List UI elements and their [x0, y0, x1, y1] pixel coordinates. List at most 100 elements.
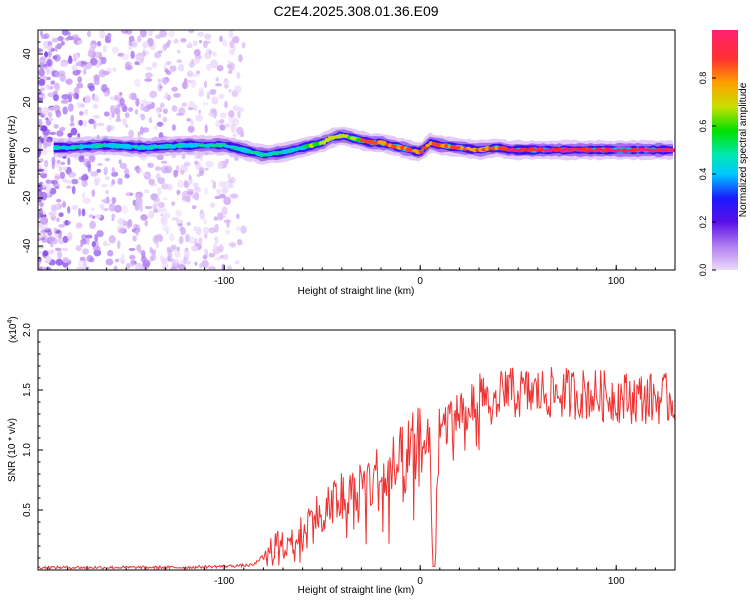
noise-speckle [71, 178, 79, 185]
noise-speckle [166, 60, 172, 66]
noise-speckle [67, 231, 73, 241]
colorbar: 0.0 0.2 0.4 0.6 0.8 Normalized spectral ampl… [698, 30, 749, 276]
noise-speckle [46, 188, 50, 197]
noise-speckle [89, 220, 96, 229]
noise-speckle [218, 64, 223, 70]
noise-speckle [221, 186, 229, 194]
noise-speckle [53, 94, 59, 102]
noise-speckle [69, 122, 75, 127]
noise-speckle [52, 55, 58, 60]
noise-speckle [199, 211, 206, 220]
noise-speckle [53, 124, 59, 129]
noise-speckle [81, 179, 88, 188]
noise-speckle [229, 40, 235, 49]
noise-speckle [193, 104, 198, 112]
noise-speckle [153, 125, 158, 131]
noise-speckle [223, 80, 230, 85]
noise-speckle [134, 109, 139, 115]
noise-speckle [131, 39, 138, 48]
noise-speckle [111, 196, 117, 204]
noise-speckle [136, 244, 142, 252]
snr-axes: -100 0 100 0.5 1.0 1.5 2.0 [22, 323, 676, 587]
noise-speckle [62, 106, 68, 115]
noise-speckle [45, 117, 49, 121]
noise-speckle [160, 254, 164, 261]
noise-speckle [218, 193, 226, 199]
noise-speckle [124, 168, 130, 175]
ridge-peak [80, 145, 85, 148]
noise-speckle [62, 166, 68, 171]
noise-speckle [99, 30, 106, 39]
noise-speckle [88, 118, 95, 125]
noise-speckle [115, 118, 122, 123]
snr-xtick-label: 0 [417, 576, 423, 587]
noise-speckle [38, 94, 43, 98]
noise-speckle [62, 257, 69, 264]
noise-speckle [208, 227, 216, 234]
noise-speckle [157, 50, 163, 54]
colorbar-tick-label: 0.8 [698, 72, 708, 85]
noise-speckle [62, 178, 68, 183]
noise-speckle [87, 49, 94, 58]
noise-speckle [112, 67, 117, 72]
noise-speckle [186, 188, 195, 195]
noise-speckle [46, 69, 50, 75]
noise-speckle [47, 249, 55, 255]
noise-speckle [219, 124, 226, 131]
noise-speckle [103, 166, 108, 176]
noise-speckle [163, 197, 168, 201]
noise-speckle [121, 53, 130, 60]
noise-speckle [145, 50, 149, 55]
noise-speckle [154, 201, 159, 206]
noise-speckle [86, 255, 94, 263]
noise-speckle [64, 219, 69, 226]
noise-speckle [79, 111, 84, 116]
noise-speckle [104, 243, 111, 247]
noise-speckle [113, 265, 118, 270]
noise-speckle [213, 236, 219, 241]
noise-speckle [93, 114, 100, 119]
noise-speckle [212, 180, 217, 190]
noise-speckle [157, 177, 165, 185]
noise-speckle [186, 260, 191, 265]
noise-speckle [183, 161, 191, 167]
noise-speckle [227, 183, 234, 189]
noise-speckle [94, 233, 99, 243]
noise-speckle [224, 123, 231, 128]
noise-speckle [213, 243, 218, 250]
noise-speckle [187, 125, 195, 133]
noise-speckle [134, 78, 141, 88]
noise-speckle [134, 53, 143, 62]
noise-speckle [237, 239, 243, 246]
ridge-peak [99, 143, 104, 148]
ridge-peaks [54, 133, 675, 158]
noise-speckle [54, 83, 59, 90]
ridge-peak [372, 141, 377, 146]
noise-speckle [38, 48, 43, 53]
noise-speckle [204, 33, 212, 40]
noise-speckle [107, 249, 114, 257]
noise-speckle [50, 204, 57, 213]
noise-speckle [234, 260, 240, 265]
noise-speckle [122, 118, 128, 126]
noise-speckle [218, 93, 225, 99]
ridge-peak [380, 140, 387, 145]
noise-speckle [71, 185, 76, 195]
noise-speckle [160, 213, 164, 217]
noise-speckle [114, 107, 121, 115]
noise-speckle [104, 157, 111, 162]
noise-speckle [171, 105, 178, 112]
noise-speckle [135, 97, 140, 107]
noise-speckle [144, 78, 153, 82]
noise-speckle [60, 99, 69, 104]
noise-speckle [51, 211, 57, 217]
noise-speckle [157, 187, 162, 196]
noise-speckle [140, 214, 148, 221]
noise-speckle [219, 119, 225, 124]
noise-speckle [203, 218, 207, 225]
noise-speckle [174, 251, 181, 258]
noise-speckle [206, 63, 212, 72]
ridge-peak [669, 148, 675, 153]
noise-speckle [71, 204, 79, 211]
ridge-peak [456, 146, 462, 150]
